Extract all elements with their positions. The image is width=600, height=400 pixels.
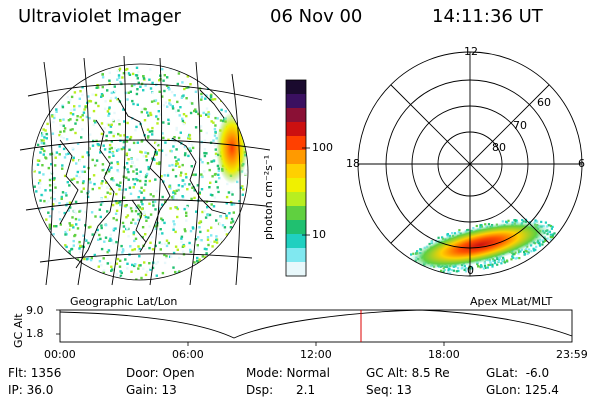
timeline-x-1800: 18:00 [428, 348, 460, 361]
mlt-label-0: 0 [467, 264, 474, 277]
timeline-x-2359: 23:59 [556, 348, 588, 361]
glon-value: GLon: 125.4 [486, 383, 559, 397]
mode-value: Mode: Normal [246, 366, 330, 380]
polar-grid [357, 51, 583, 277]
mlt-label-12: 12 [464, 45, 478, 58]
colorbar-segment [286, 178, 306, 193]
dsp-label: Dsp: [246, 383, 274, 397]
colorbar-segment [286, 80, 306, 95]
timeline-x-0600: 06:00 [172, 348, 204, 361]
colorbar-segment [286, 234, 306, 249]
aurora-oval [409, 221, 551, 269]
polar-plot [357, 51, 583, 277]
colorbar-unit-label: photon cm⁻²s⁻¹ [262, 154, 275, 240]
mlat-label-60: 60 [537, 96, 551, 109]
colorbar-segment [286, 94, 306, 109]
gc-alt-value: GC Alt: 8.5 Re [366, 366, 450, 380]
mlt-label-18: 18 [346, 157, 360, 170]
timeline-y-min: 1.8 [26, 327, 44, 340]
geographic-image [19, 55, 271, 286]
mlt-label-6: 6 [578, 157, 585, 170]
timeline-y-max: 9.0 [26, 304, 44, 317]
colorbar-segment [286, 220, 306, 235]
colorbar-segment [286, 164, 306, 179]
aurora-emission [216, 112, 248, 184]
colorbar-segment [286, 248, 306, 263]
door-status: Door: Open [126, 366, 195, 380]
colorbar-segment [286, 262, 306, 277]
altitude-curve [59, 309, 573, 339]
timeline-axis-label: GC Alt [12, 313, 25, 348]
instrument-title: Ultraviolet Imager [18, 6, 181, 27]
colorbar-segment [286, 206, 306, 221]
coastlines [59, 89, 227, 269]
mlat-label-70: 70 [513, 119, 527, 132]
color-scale-bar [285, 79, 310, 277]
colorbar-segment [286, 136, 306, 151]
orbit-timeline [56, 309, 573, 346]
seq-value: Seq: 13 [366, 383, 412, 397]
dsp-value: 2.1 [296, 383, 316, 397]
emission-speckle [32, 66, 248, 280]
right-panel-caption: Apex MLat/MLT [470, 295, 553, 308]
timeline-x-1200: 12:00 [300, 348, 332, 361]
image-border [31, 63, 249, 281]
gain-value: Gain: 13 [126, 383, 177, 397]
colorbar-tick-10: 10 [312, 228, 326, 241]
time-label: 14:11:36 UT [432, 6, 543, 27]
ip-value: IP: 36.0 [8, 383, 54, 397]
colorbar-segment [286, 122, 306, 137]
colorbar-tick-100: 100 [312, 141, 333, 154]
filter-value: Flt: 1356 [8, 366, 62, 380]
left-panel-caption: Geographic Lat/Lon [70, 295, 178, 308]
timeline-x-0000: 00:00 [44, 348, 76, 361]
colorbar-segment [286, 108, 306, 123]
colorbar-segment [286, 192, 306, 207]
mlat-label-80: 80 [492, 141, 506, 154]
date-label: 06 Nov 00 [270, 6, 363, 27]
colorbar-segment [286, 150, 306, 165]
glat-value: GLat: -6.0 [486, 366, 550, 380]
